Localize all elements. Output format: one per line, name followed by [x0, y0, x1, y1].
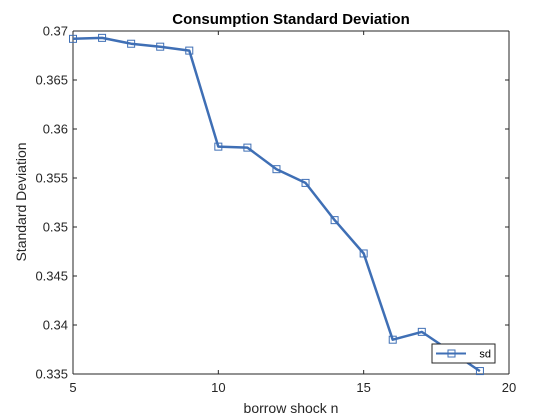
x-tick-label: 15 [356, 380, 370, 395]
y-tick-label: 0.36 [43, 122, 68, 137]
legend-marker-sample [447, 349, 456, 358]
chart-title: Consumption Standard Deviation [172, 11, 410, 28]
legend-label: sd [479, 349, 491, 361]
y-tick-label: 0.335 [35, 367, 68, 382]
data-point-marker [301, 178, 310, 187]
data-point-marker [69, 34, 77, 43]
x-axis-label: borrow shock n [244, 400, 339, 416]
y-tick-label: 0.355 [35, 171, 68, 186]
data-point-marker [417, 327, 426, 336]
data-point-marker [243, 143, 252, 152]
x-tick-label: 20 [502, 380, 516, 395]
data-point-marker [156, 42, 165, 51]
y-tick-label: 0.345 [35, 269, 68, 284]
data-point-marker [388, 335, 397, 344]
x-tick-label: 10 [211, 380, 225, 395]
data-point-marker [330, 216, 339, 225]
legend: sd [431, 343, 496, 364]
y-tick-label: 0.35 [43, 220, 68, 235]
y-tick-label: 0.37 [43, 24, 68, 39]
data-point-marker [359, 249, 368, 258]
data-point-marker [127, 39, 136, 48]
data-point-marker [185, 46, 194, 55]
axes: 5 10 15 20 0.335 0.34 0.345 0.35 0.355 0.36 0.365 0… [35, 24, 516, 396]
x-tick-label: 5 [69, 380, 76, 395]
y-tick-label: 0.34 [43, 318, 68, 333]
series-layer [69, 33, 484, 376]
data-point-marker [214, 142, 223, 151]
y-axis-label: Standard Deviation [13, 142, 29, 261]
data-point-marker [98, 33, 107, 42]
series-line [72, 36, 481, 373]
plot-area [73, 31, 509, 374]
y-tick-label: 0.365 [35, 73, 68, 88]
data-point-marker [272, 165, 281, 174]
data-point-marker [475, 367, 484, 376]
